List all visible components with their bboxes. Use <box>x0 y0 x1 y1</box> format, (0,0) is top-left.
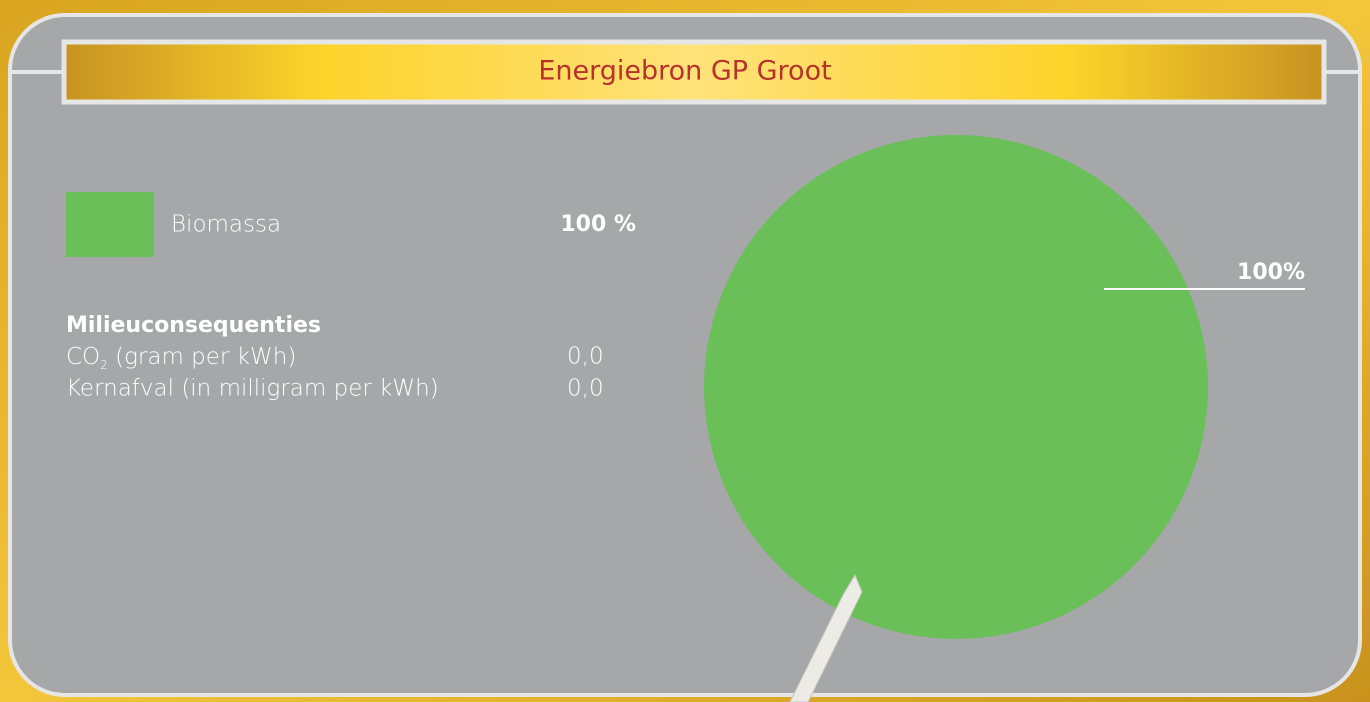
note-value: 0,0 <box>567 344 604 370</box>
notes-heading: Milieuconsequenties <box>66 313 321 338</box>
legend-swatch <box>66 192 154 257</box>
infographic: Energiebron GP Groot Milieuconsequenties… <box>0 0 1370 702</box>
pie <box>704 135 1208 639</box>
note-label: CO <box>66 344 100 370</box>
note-label: Kernafval (in milligram per kWh) <box>66 376 439 402</box>
note-value: 0,0 <box>567 376 604 402</box>
legend-value: 100 % <box>560 212 636 237</box>
note-subscript: 2 <box>100 358 108 372</box>
legend-label: Biomassa <box>171 212 281 238</box>
note-suffix: (gram per kWh) <box>108 344 296 370</box>
slice-label: 100% <box>1237 260 1305 285</box>
chart-title: Energiebron GP Groot <box>538 56 831 87</box>
pie-slice <box>704 135 1208 639</box>
